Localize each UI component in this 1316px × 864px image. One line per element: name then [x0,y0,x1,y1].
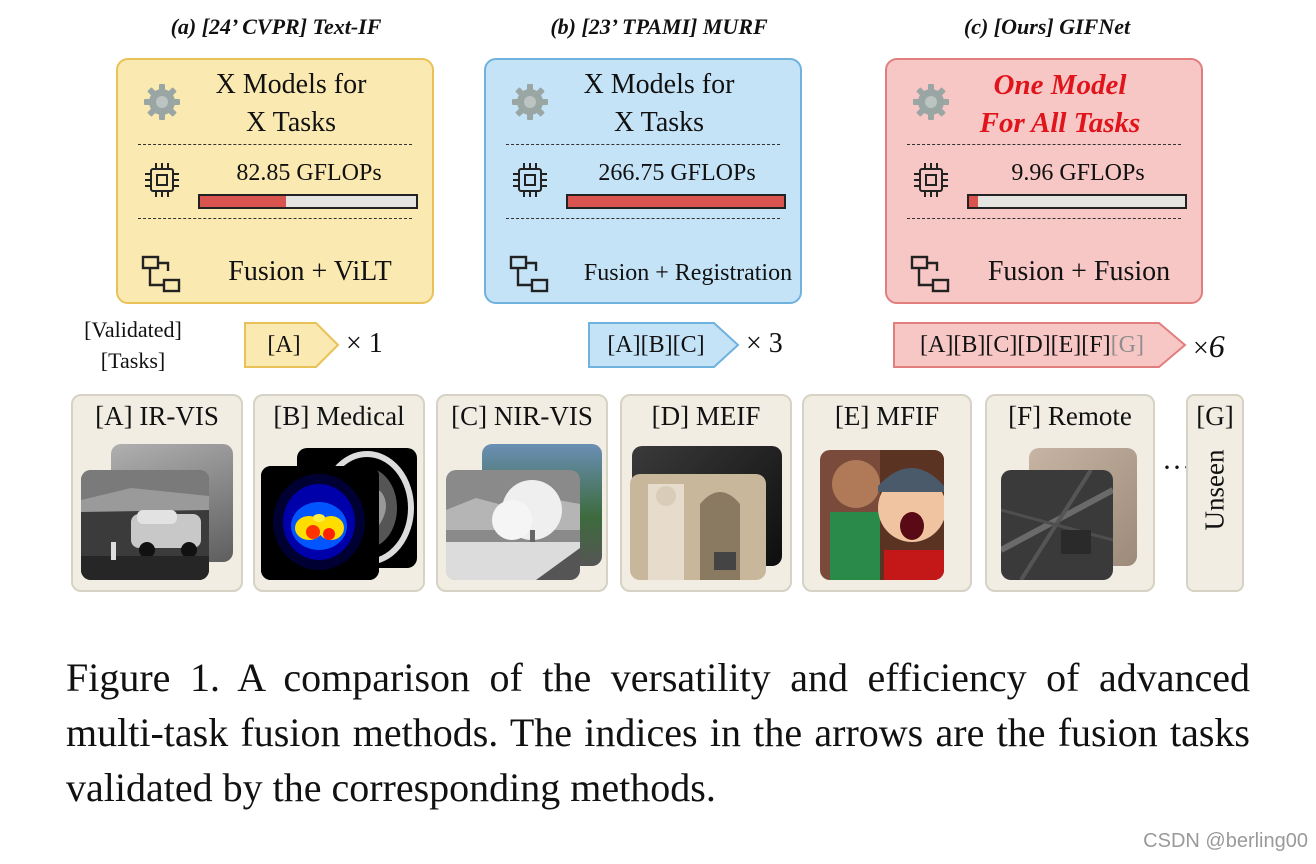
divider [907,218,1181,219]
gear-icon [913,84,949,120]
feature-label: Fusion + Registration [583,260,793,286]
gflops-bar-fill [969,196,978,207]
column-title-a: (a) [24’ CVPR] Text-IF [170,14,382,39]
figure-caption: Figure 1. A comparison of the versatilit… [66,655,1250,810]
flow-icon [910,255,950,293]
nir-image-front [446,470,580,580]
pan-image-front [1001,470,1113,580]
card-text-if: X Models for X Tasks 82.85 GFLOPs Fusion… [116,58,434,304]
models-line2: For All Tasks [979,107,1141,139]
task-nir-vis: [C] NIR-VIS [436,394,608,592]
flow-icon [141,255,181,293]
arrow-shape [588,322,740,368]
flow-icon [509,255,549,293]
gear-icon [144,84,180,120]
task-unseen: [G] [1186,394,1244,592]
multiplier-number: 6 [1208,328,1225,364]
multiplier-b: × 3 [746,328,783,359]
task-medical: [B] Medical [253,394,425,592]
gflops-bar [967,194,1187,209]
divider [506,218,780,219]
chip-icon [914,163,948,197]
column-title-c: (c) [Ours] GIFNet [963,14,1131,39]
task-label: [D] MEIF [651,401,761,431]
gflops-bar-fill [200,196,287,207]
models-line1: X Models for [215,69,367,100]
arrow-tasks-c: [A][B][C][D][E][F][G] [893,322,1187,368]
models-line2: X Tasks [245,107,337,138]
vis-image-front [81,470,209,580]
validated-line2: [Tasks] [100,348,166,373]
arrow-tasks-a: [A] [244,322,340,368]
watermark: CSDN @berling00 [1143,830,1308,852]
chip-icon [513,163,547,197]
feature-label: Fusion + ViLT [228,256,392,287]
near-focus-image [820,450,944,580]
gflops-value: 266.75 GFLOPs [598,160,756,186]
card-gifnet: One Model For All Tasks 9.96 GFLOPs Fusi… [885,58,1203,304]
validated-tasks-label: [Validated] [Tasks] [70,314,196,376]
task-label: [B] Medical [273,401,405,431]
divider [506,144,780,145]
arrow-label-main: [A][B][C][D][E][F] [920,332,1111,358]
task-label: [A] IR-VIS [95,401,219,431]
gear-icon [512,84,548,120]
chip-icon [145,163,179,197]
models-line1: One Model [993,69,1127,101]
column-title-b: (b) [23’ TPAMI] MURF [550,14,768,39]
gflops-bar [566,194,786,209]
models-line2: X Tasks [613,107,705,138]
overexposed-image-front [630,474,766,580]
gflops-bar [198,194,418,209]
task-remote: [F] Remote [985,394,1155,592]
pet-image-front [261,466,379,580]
divider [138,144,412,145]
unseen-text: Unseen [1199,449,1230,531]
task-ir-vis: [A] IR-VIS [71,394,243,592]
models-text: One Model For All Tasks [955,66,1165,142]
gflops-bar-fill [568,196,784,207]
multiplier-c: ×6 [1193,328,1225,365]
arrow-label: [A] [267,332,301,358]
models-text: X Models for X Tasks [554,66,764,142]
card-murf: X Models for X Tasks 266.75 GFLOPs Fusio… [484,58,802,304]
arrow-label-unseen: [G] [1110,332,1144,358]
divider [907,144,1181,145]
task-mfif: [E] MFIF [802,394,972,592]
validated-line1: [Validated] [84,317,182,342]
arrow-label: [A][B][C] [607,332,705,358]
task-meif: [D] MEIF [620,394,792,592]
multiplier-sign: × [1193,333,1209,364]
models-line1: X Models for [583,69,735,100]
task-label: [E] MFIF [834,401,940,431]
multiplier-a: × 1 [346,328,383,359]
arrow-shape [893,322,1187,368]
unseen-label: [G] [1196,401,1234,431]
feature-label: Fusion + Fusion [987,256,1171,287]
models-text: X Models for X Tasks [186,66,396,142]
arrow-label: [A][B][C][D][E][F][G] [893,322,1171,368]
gflops-value: 9.96 GFLOPs [1011,160,1145,186]
ellipsis: ··· [1162,451,1192,484]
arrow-tasks-b: [A][B][C] [588,322,740,368]
arrow-shape [244,322,340,368]
task-label: [C] NIR-VIS [451,401,593,431]
task-label: [F] Remote [1008,401,1132,431]
divider [138,218,412,219]
gflops-value: 82.85 GFLOPs [236,160,382,186]
